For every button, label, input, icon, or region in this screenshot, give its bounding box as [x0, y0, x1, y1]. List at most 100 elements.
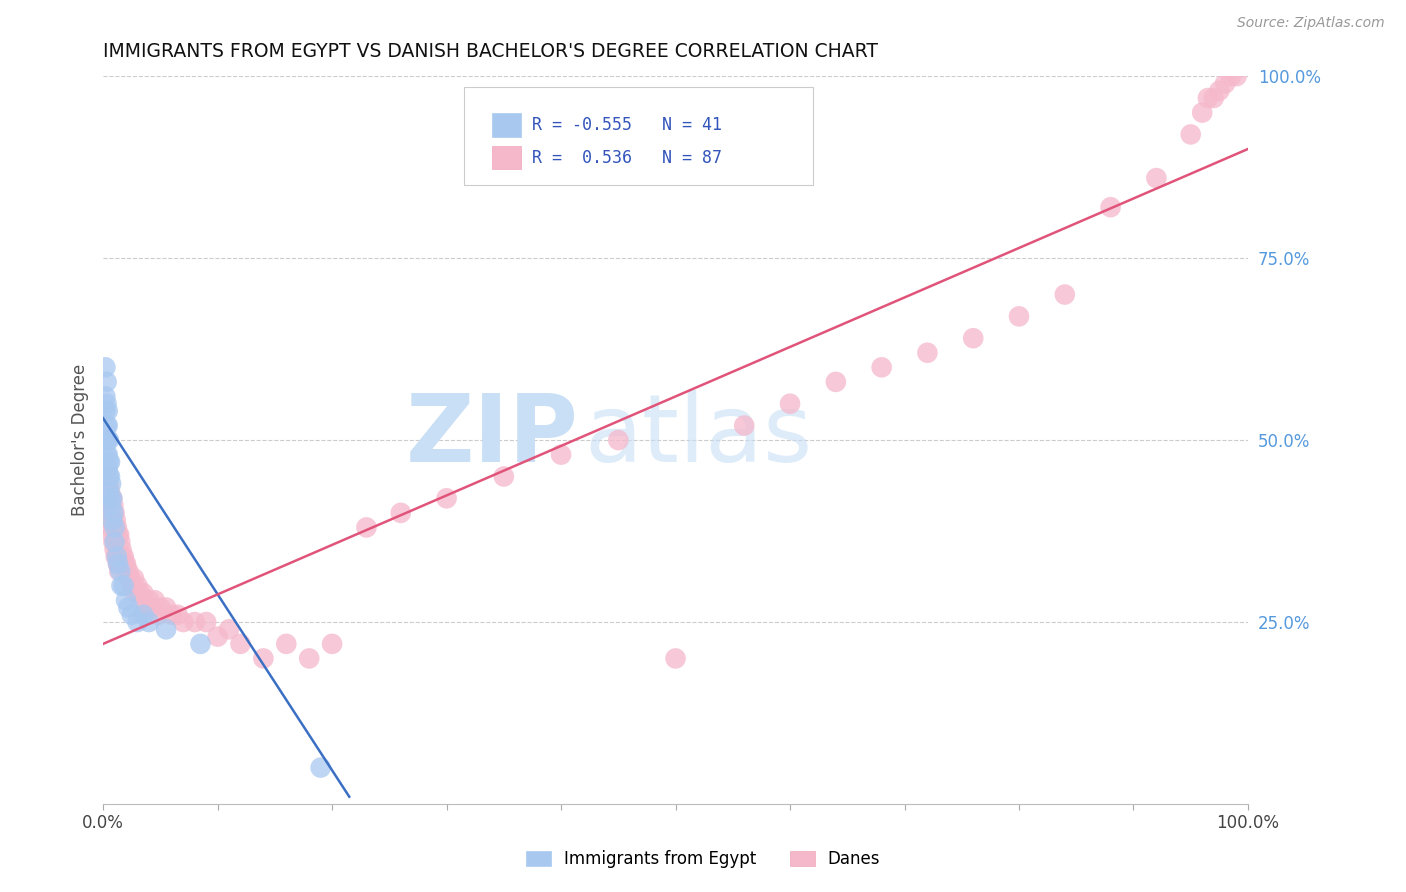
Point — [100, 491, 122, 506]
Point — [155, 600, 177, 615]
Text: atlas: atlas — [583, 391, 813, 483]
Point — [96, 491, 118, 506]
Point — [100, 476, 122, 491]
Point — [229, 637, 252, 651]
Point — [117, 564, 139, 578]
Point — [122, 579, 145, 593]
Point — [779, 397, 801, 411]
Point — [733, 418, 755, 433]
Point — [122, 571, 145, 585]
Text: ZIP: ZIP — [405, 391, 578, 483]
Point — [207, 630, 229, 644]
Point — [1225, 69, 1247, 83]
Point — [1202, 91, 1225, 105]
Point — [195, 615, 218, 629]
Point — [103, 506, 125, 520]
Point — [143, 593, 166, 607]
Point — [1191, 105, 1213, 120]
Point — [550, 448, 572, 462]
Point — [321, 637, 343, 651]
Point — [107, 557, 129, 571]
Point — [107, 557, 129, 571]
Point — [1213, 77, 1236, 91]
Point — [1144, 171, 1167, 186]
Point — [132, 586, 155, 600]
Point — [115, 557, 138, 571]
Point — [97, 433, 120, 447]
Point — [103, 542, 125, 557]
Point — [94, 476, 117, 491]
Point — [96, 397, 118, 411]
Point — [111, 549, 134, 564]
Point — [128, 586, 150, 600]
Point — [298, 651, 321, 665]
Point — [94, 389, 117, 403]
Point — [1180, 128, 1202, 142]
Point — [356, 520, 378, 534]
FancyBboxPatch shape — [464, 87, 813, 186]
Point — [98, 491, 121, 506]
Point — [105, 520, 128, 534]
Point — [97, 469, 120, 483]
Point — [96, 375, 118, 389]
Point — [104, 549, 127, 564]
Point — [132, 607, 155, 622]
FancyBboxPatch shape — [492, 146, 522, 169]
Point — [103, 535, 125, 549]
Point — [112, 579, 135, 593]
Point — [160, 607, 183, 622]
Point — [96, 418, 118, 433]
Point — [105, 549, 128, 564]
Point — [149, 600, 172, 615]
Point — [94, 404, 117, 418]
FancyBboxPatch shape — [492, 113, 522, 136]
Point — [183, 615, 205, 629]
Point — [138, 593, 160, 607]
Point — [1197, 91, 1219, 105]
Point — [98, 469, 121, 483]
Legend: Immigrants from Egypt, Danes: Immigrants from Egypt, Danes — [519, 844, 887, 875]
Point — [276, 637, 298, 651]
Point — [97, 418, 120, 433]
Point — [110, 564, 132, 578]
Point — [101, 491, 124, 506]
Point — [103, 520, 125, 534]
Point — [96, 448, 118, 462]
Point — [98, 483, 121, 498]
Point — [115, 593, 138, 607]
Point — [309, 761, 332, 775]
Point — [124, 586, 146, 600]
Point — [218, 623, 240, 637]
Point — [94, 360, 117, 375]
Point — [97, 499, 120, 513]
Point — [103, 506, 125, 520]
Point — [97, 404, 120, 418]
Point — [492, 469, 515, 483]
Point — [1208, 84, 1230, 98]
Text: R =  0.536   N = 87: R = 0.536 N = 87 — [533, 149, 723, 167]
Point — [1219, 69, 1241, 83]
Y-axis label: Bachelor's Degree: Bachelor's Degree — [72, 364, 89, 516]
Point — [824, 375, 846, 389]
Point — [146, 607, 169, 622]
Point — [107, 527, 129, 541]
Point — [97, 455, 120, 469]
Point — [96, 462, 118, 476]
Point — [664, 651, 686, 665]
Point — [166, 607, 188, 622]
Point — [155, 623, 177, 637]
Point — [190, 637, 212, 651]
Point — [127, 579, 149, 593]
Point — [97, 483, 120, 498]
Point — [97, 433, 120, 447]
Point — [135, 600, 157, 615]
Point — [121, 579, 143, 593]
Point — [110, 579, 132, 593]
Point — [98, 513, 121, 527]
Point — [141, 600, 163, 615]
Point — [104, 513, 127, 527]
Point — [917, 345, 939, 359]
Point — [118, 571, 141, 585]
Point — [870, 360, 893, 375]
Text: R = -0.555   N = 41: R = -0.555 N = 41 — [533, 116, 723, 134]
